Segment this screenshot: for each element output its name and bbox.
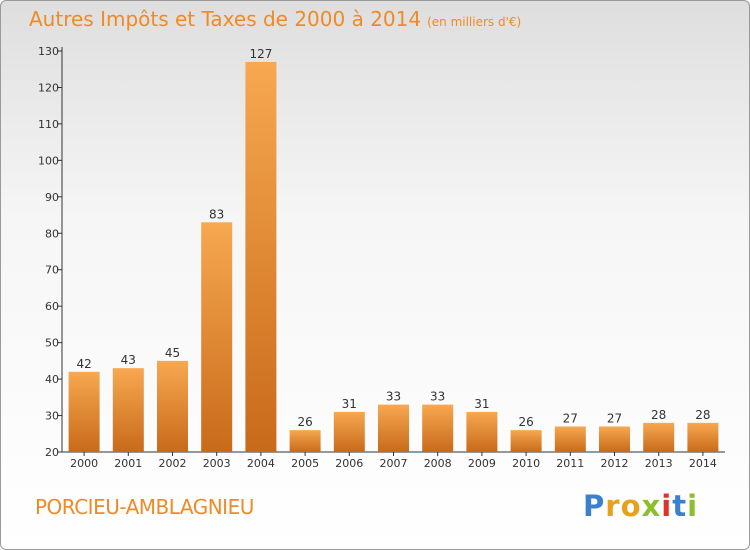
bar-2004 bbox=[245, 61, 277, 452]
data-label-2011: 27 bbox=[563, 411, 578, 425]
y-tick-label: 80 bbox=[45, 227, 59, 240]
bars: 42 43 45 83 127 26 31 33 33 31 26 27 27 28 28 bbox=[68, 47, 719, 452]
y-tick-label: 130 bbox=[38, 45, 59, 58]
bar-2002 bbox=[157, 360, 188, 452]
data-label-2002: 45 bbox=[165, 346, 180, 360]
x-tick-label-2005: 2005 bbox=[291, 457, 319, 470]
x-tick-label-2012: 2012 bbox=[601, 457, 629, 470]
x-axis: 2000 2001 2002 2003 2004 2005 2006 2007 2008 2009… bbox=[62, 451, 725, 470]
x-tick-label-2007: 2007 bbox=[380, 457, 408, 470]
bar-2000 bbox=[68, 371, 100, 452]
x-tick-label-2000: 2000 bbox=[70, 457, 98, 470]
y-tick-label: 20 bbox=[45, 446, 59, 459]
y-tick-label: 120 bbox=[38, 81, 59, 94]
y-tick-label: 50 bbox=[45, 337, 59, 350]
bar-2014 bbox=[687, 422, 719, 452]
x-tick-label-2004: 2004 bbox=[247, 457, 275, 470]
x-tick-label-2001: 2001 bbox=[114, 457, 142, 470]
y-tick-label: 40 bbox=[45, 373, 59, 386]
logo-letter: t bbox=[672, 489, 688, 523]
data-label-2013: 28 bbox=[651, 408, 666, 422]
bar-2008 bbox=[422, 404, 454, 452]
bar-2005 bbox=[289, 430, 321, 452]
data-label-2012: 27 bbox=[607, 411, 622, 425]
x-tick-label-2013: 2013 bbox=[645, 457, 673, 470]
logo-letter: r bbox=[605, 489, 621, 523]
data-label-2007: 33 bbox=[386, 390, 401, 404]
x-tick-label-2009: 2009 bbox=[468, 457, 496, 470]
y-tick-label: 30 bbox=[45, 410, 59, 423]
x-tick-label-2010: 2010 bbox=[512, 457, 540, 470]
x-tick-label-2014: 2014 bbox=[689, 457, 717, 470]
y-tick-label: 70 bbox=[45, 264, 59, 277]
y-axis: 20 30 40 50 60 70 80 90 100 110 120 130 bbox=[38, 45, 63, 459]
data-label-2009: 31 bbox=[474, 397, 489, 411]
data-label-2006: 31 bbox=[342, 397, 357, 411]
logo-letter: i bbox=[661, 489, 673, 523]
bar-2001 bbox=[112, 368, 144, 452]
bar-2006 bbox=[333, 411, 365, 452]
x-tick-label-2003: 2003 bbox=[203, 457, 231, 470]
chart-unit: (en milliers d'€) bbox=[427, 15, 522, 29]
data-label-2003: 83 bbox=[209, 207, 224, 221]
logo-letter: x bbox=[641, 489, 662, 523]
x-tick-label-2002: 2002 bbox=[159, 457, 187, 470]
logo-letter: P bbox=[583, 489, 606, 523]
chart-title-text: Autres Impôts et Taxes de 2000 à 2014 bbox=[29, 7, 422, 31]
y-tick-label: 110 bbox=[38, 118, 59, 131]
place-name: PORCIEU-AMBLAGNIEU bbox=[35, 495, 254, 519]
bar-2010 bbox=[510, 430, 542, 452]
data-label-2001: 43 bbox=[121, 353, 136, 367]
bar-2003 bbox=[201, 222, 233, 452]
data-label-2005: 26 bbox=[297, 415, 312, 429]
data-label-2000: 42 bbox=[76, 357, 91, 371]
data-label-2010: 26 bbox=[518, 415, 533, 429]
y-tick-label: 100 bbox=[38, 154, 59, 167]
data-label-2008: 33 bbox=[430, 390, 445, 404]
chart-title: Autres Impôts et Taxes de 2000 à 2014 (en… bbox=[29, 7, 521, 31]
data-label-2014: 28 bbox=[695, 408, 710, 422]
bar-2011 bbox=[554, 426, 586, 452]
y-tick-label: 60 bbox=[45, 300, 59, 313]
bar-2012 bbox=[599, 426, 630, 452]
x-tick-label-2008: 2008 bbox=[424, 457, 452, 470]
x-tick-label-2006: 2006 bbox=[335, 457, 363, 470]
x-tick-label-2011: 2011 bbox=[556, 457, 584, 470]
proxiti-logo: Proxiti bbox=[583, 489, 698, 523]
bar-2013 bbox=[643, 422, 675, 452]
y-tick-label: 90 bbox=[45, 191, 59, 204]
bar-2009 bbox=[466, 411, 498, 452]
logo-letter: o bbox=[620, 489, 642, 523]
data-label-2004: 127 bbox=[249, 47, 272, 61]
bar-2007 bbox=[378, 404, 409, 452]
logo-letter: i bbox=[687, 489, 699, 523]
